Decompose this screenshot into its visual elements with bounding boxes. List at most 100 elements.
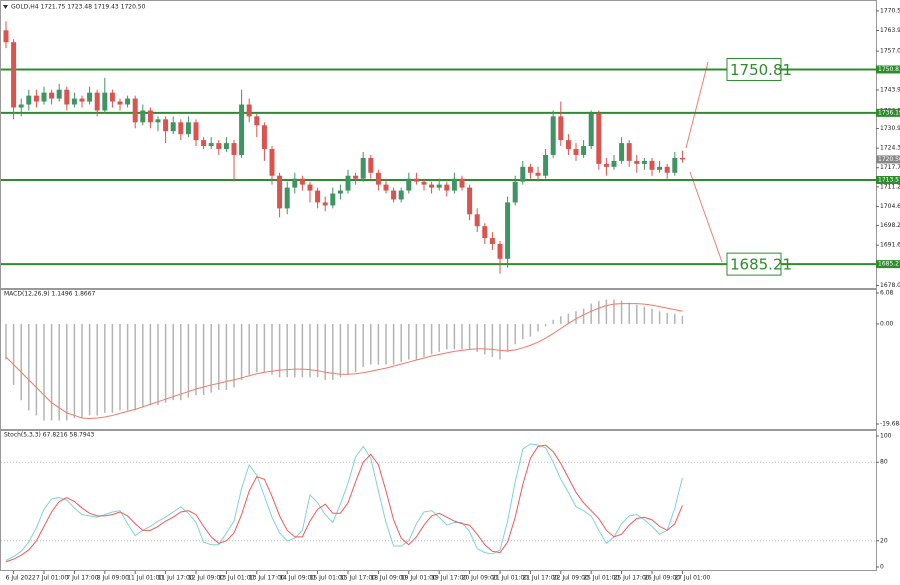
y-tick-label: 0 xyxy=(880,564,884,571)
candle-body xyxy=(505,202,511,259)
candle-body xyxy=(155,119,161,123)
candle-body xyxy=(109,92,115,102)
candle-body xyxy=(436,184,442,188)
candle-body xyxy=(178,122,184,135)
candle-body xyxy=(550,116,556,155)
x-tick-label: 18 Jul 09:00 xyxy=(370,575,406,582)
candle-body xyxy=(520,166,526,182)
level-tag-label: 1713.57 xyxy=(878,176,900,183)
candle-body xyxy=(588,113,594,147)
candle-body xyxy=(497,243,503,259)
candle-body xyxy=(239,104,245,155)
candle-body xyxy=(208,143,214,147)
candle-body xyxy=(406,178,412,191)
candle-body xyxy=(345,175,351,191)
x-tick-label: 12 Jul 09:00 xyxy=(188,575,224,582)
y-tick-label: 100 xyxy=(880,433,892,440)
candle-body xyxy=(223,143,229,150)
candle-body xyxy=(147,110,153,123)
x-tick-label: 6 Jul 2022 xyxy=(6,575,36,582)
y-tick-label: 1763.95 xyxy=(880,27,900,34)
candle-body xyxy=(261,125,267,150)
candle-body xyxy=(383,184,389,191)
y-tick-label: 0.00 xyxy=(880,320,894,327)
candle-body xyxy=(512,181,518,203)
candle-body xyxy=(322,202,328,206)
candle-body xyxy=(163,119,169,132)
x-tick-label: 11 Jul 17:00 xyxy=(158,575,194,582)
candle-body xyxy=(527,166,533,173)
x-tick-label: 19 Jul 17:00 xyxy=(431,575,467,582)
candle-body xyxy=(611,160,617,167)
candle-body xyxy=(185,122,191,135)
candle-body xyxy=(71,98,77,105)
candle-body xyxy=(353,175,359,179)
candle-body xyxy=(413,178,419,182)
candle-body xyxy=(18,104,24,108)
stoch-title: Stoch(5,3,3) 67.8216 58.7943 xyxy=(4,432,95,439)
y-tick-label: 1743.90 xyxy=(880,86,900,93)
x-tick-label: 8 Jul 09:00 xyxy=(97,575,129,582)
candle-body xyxy=(467,187,473,215)
candle-body xyxy=(573,149,579,155)
candle-body xyxy=(246,104,252,117)
candle-body xyxy=(679,157,685,160)
projection-up xyxy=(685,61,709,149)
candle-body xyxy=(117,101,123,105)
y-tick-label: 1691.60 xyxy=(880,242,900,249)
candle-body xyxy=(87,92,93,102)
x-tick-label: 11 Jul 01:00 xyxy=(127,575,163,582)
y-tick-label: 6.08 xyxy=(880,290,894,297)
candle-body xyxy=(140,110,146,123)
candle-body xyxy=(649,160,655,170)
candle-body xyxy=(33,95,39,102)
candle-body xyxy=(292,178,298,188)
candle-body xyxy=(254,116,260,126)
x-tick-label: 25 Jul 17:00 xyxy=(614,575,650,582)
candle-body xyxy=(641,160,647,164)
candle-body xyxy=(231,143,237,155)
main-line xyxy=(5,443,683,561)
y-tick-label: 1678.00 xyxy=(880,282,900,289)
candle-body xyxy=(307,184,313,191)
candle-body xyxy=(535,172,541,176)
candle-body xyxy=(201,140,207,147)
candle-body xyxy=(459,178,465,188)
y-tick-label: 20 xyxy=(880,537,888,544)
candle-body xyxy=(581,146,587,155)
price-title: GOLD,H4 1721.75 1723.48 1719.43 1720.50 xyxy=(11,4,146,11)
candle-body xyxy=(277,175,283,209)
candle-body xyxy=(56,89,62,99)
y-tick-label: 1730.90 xyxy=(880,125,900,132)
menu-arrow xyxy=(3,5,8,9)
candle-body xyxy=(672,157,678,173)
candle-body xyxy=(3,30,9,43)
candle-body xyxy=(41,92,47,102)
x-tick-label: 15 Jul 01:00 xyxy=(310,575,346,582)
candle-body xyxy=(558,116,564,141)
candle-body xyxy=(125,98,131,105)
x-tick-label: 19 Jul 01:00 xyxy=(401,575,437,582)
candle-body xyxy=(269,149,275,176)
candle-body xyxy=(360,157,366,179)
callout-label: 1750.81 xyxy=(730,61,792,79)
candle-body xyxy=(337,190,343,194)
macd-title: MACD(12,26,9) 1.1496 1.8667 xyxy=(4,291,96,298)
callout-box xyxy=(726,57,782,81)
signal-line xyxy=(5,444,683,563)
x-tick-label: 21 Jul 01:00 xyxy=(492,575,528,582)
y-tick-label: 1711.25 xyxy=(880,183,900,190)
y-tick-label: 1724.30 xyxy=(880,145,900,152)
callout-label: 1685.21 xyxy=(730,256,792,274)
x-tick-label: 25 Jul 01:00 xyxy=(583,575,619,582)
y-tick-label: -19.684 xyxy=(880,421,900,428)
candle-body xyxy=(299,178,305,185)
x-tick-label: 7 Jul 01:00 xyxy=(36,575,68,582)
x-tick-label: 7 Jul 17:00 xyxy=(66,575,98,582)
candle-body xyxy=(330,193,336,206)
candle-body xyxy=(398,190,404,200)
candle-body xyxy=(451,178,457,191)
level-tag xyxy=(876,175,900,184)
x-tick-label: 21 Jul 17:00 xyxy=(522,575,558,582)
